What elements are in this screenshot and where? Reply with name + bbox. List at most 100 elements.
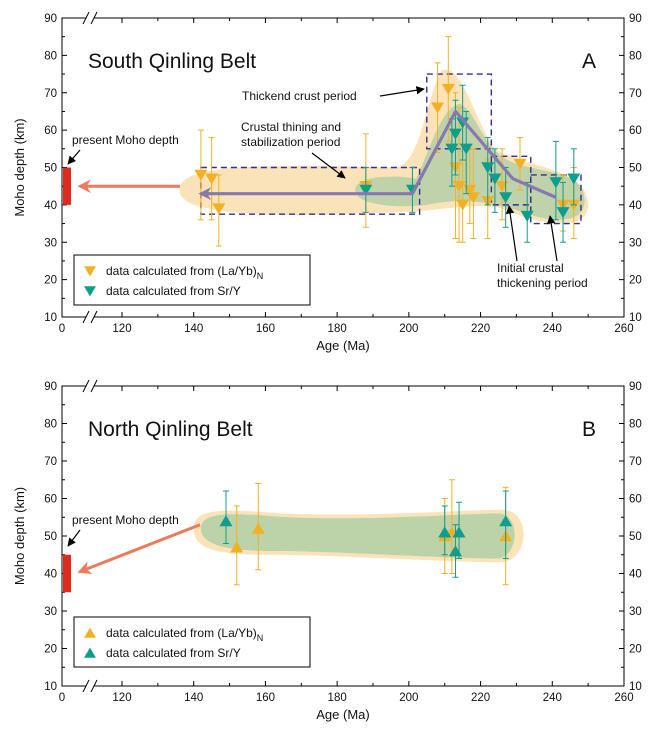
x-tick-label: 200 xyxy=(399,323,418,335)
x-tick-label: 160 xyxy=(256,692,275,704)
axis-break-slash xyxy=(82,310,90,324)
y-tick-label: 30 xyxy=(44,606,57,618)
panel-title: South Qinling Belt xyxy=(88,50,256,73)
axis-break-slash xyxy=(90,310,98,324)
legend-marker xyxy=(84,647,96,658)
y-tick-label-right: 40 xyxy=(629,569,642,581)
axis-break-slash xyxy=(82,379,90,393)
legend-label-main: data calculated from (La/Yb) xyxy=(106,626,257,640)
data-point-lab xyxy=(431,102,445,114)
present-moho-label: present Moho depth xyxy=(72,133,179,147)
envelope-green xyxy=(200,513,515,559)
legend-box xyxy=(73,616,311,668)
x-tick-label: 220 xyxy=(471,323,490,335)
legend-label-main: data calculated from Sr/Y xyxy=(106,646,241,660)
y-tick-label-right: 50 xyxy=(629,163,642,175)
data-point-lab xyxy=(456,199,470,211)
y-tick-label: 10 xyxy=(44,681,57,693)
y-tick-label-right: 60 xyxy=(629,125,642,137)
annotation-thinning-line1: Crustal thining and xyxy=(241,120,341,134)
y-axis-label: Moho depth (km) xyxy=(12,487,27,585)
legend-label-subscript: N xyxy=(257,633,264,643)
data-point-sry xyxy=(520,210,534,222)
legend-marker xyxy=(84,266,96,277)
x-axis-label: Age (Ma) xyxy=(316,338,369,353)
y-tick-label-right: 70 xyxy=(629,88,642,100)
y-tick-label-right: 90 xyxy=(629,13,642,25)
x-tick-label: 140 xyxy=(184,692,203,704)
data-point-lab xyxy=(466,192,480,204)
x-tick-label: 260 xyxy=(614,323,633,335)
annotation-initial-line1: Initial crustal xyxy=(497,261,564,275)
y-tick-label: 20 xyxy=(44,275,57,287)
axis-break-gap xyxy=(86,683,94,689)
y-tick-label: 50 xyxy=(44,531,57,543)
axis-break-slash xyxy=(90,11,98,25)
data-point-sry xyxy=(499,192,513,204)
x-tick-label: 120 xyxy=(112,323,131,335)
y-tick-label: 90 xyxy=(44,381,57,393)
legend-label-subscript: N xyxy=(257,271,264,281)
legend-label-main: data calculated from (La/Yb) xyxy=(106,264,257,278)
present-moho-arrow xyxy=(77,523,201,574)
legend-label: data calculated from (La/Yb)N xyxy=(106,264,263,281)
legend-label: data calculated from Sr/Y xyxy=(106,646,241,660)
axis-break-slash xyxy=(90,679,98,693)
data-point-lab xyxy=(441,83,455,95)
y-tick-label: 10 xyxy=(44,312,57,324)
data-point-sry xyxy=(499,515,513,527)
y-tick-label-right: 50 xyxy=(629,531,642,543)
legend-label: data calculated from Sr/Y xyxy=(106,284,241,298)
y-tick-label: 30 xyxy=(44,237,57,249)
y-tick-label-right: 10 xyxy=(629,681,642,693)
present-moho-pointer xyxy=(67,529,81,547)
data-point-sry xyxy=(438,526,452,538)
annotation-thickend-arrow xyxy=(379,86,425,97)
data-point-sry xyxy=(488,173,502,185)
legend-marker xyxy=(84,627,96,638)
y-tick-label-right: 40 xyxy=(629,200,642,212)
envelope-group xyxy=(193,509,524,563)
annotation-initial-arrow xyxy=(505,205,518,262)
axis-break-slash xyxy=(90,379,98,393)
y-tick-label: 70 xyxy=(44,456,57,468)
panel-title: North Qinling Belt xyxy=(88,418,253,441)
y-tick-label-right: 30 xyxy=(629,237,642,249)
y-tick-label: 80 xyxy=(44,419,57,431)
period-box-1 xyxy=(200,166,421,215)
x-tick-label: 140 xyxy=(184,323,203,335)
present-moho-bar xyxy=(63,167,71,205)
data-point-sry xyxy=(459,143,473,155)
x-tick-label: 180 xyxy=(328,323,347,335)
data-point-sry xyxy=(452,526,466,538)
y-tick-label-right: 20 xyxy=(629,275,642,287)
y-tick-label-right: 10 xyxy=(629,312,642,324)
y-tick-label: 90 xyxy=(44,13,57,25)
data-point-lab xyxy=(230,541,244,553)
y-tick-label: 40 xyxy=(44,569,57,581)
data-point-lab xyxy=(251,522,265,534)
present-moho-pointer xyxy=(67,149,81,165)
annotation-thinning-line2: stabilization period xyxy=(241,135,340,149)
x-tick-label: 240 xyxy=(543,692,562,704)
annotation-initial-line2: thickening period xyxy=(497,276,588,290)
annotation-initial-arrow-2 xyxy=(547,215,558,262)
legend-label-main: data calculated from Sr/Y xyxy=(106,284,241,298)
y-tick-label-right: 60 xyxy=(629,494,642,506)
data-point-lab xyxy=(212,203,226,215)
y-tick-label: 60 xyxy=(44,494,57,506)
axis-break-slash xyxy=(82,679,90,693)
x-tick-label: 260 xyxy=(614,692,633,704)
x-tick-label: 200 xyxy=(399,692,418,704)
y-tick-label: 20 xyxy=(44,644,57,656)
x-tick-label: 0 xyxy=(59,323,65,335)
x-tick-label: 160 xyxy=(256,323,275,335)
present-moho-bar xyxy=(63,554,71,593)
data-point-sry xyxy=(219,515,233,527)
legend-box xyxy=(73,254,311,306)
